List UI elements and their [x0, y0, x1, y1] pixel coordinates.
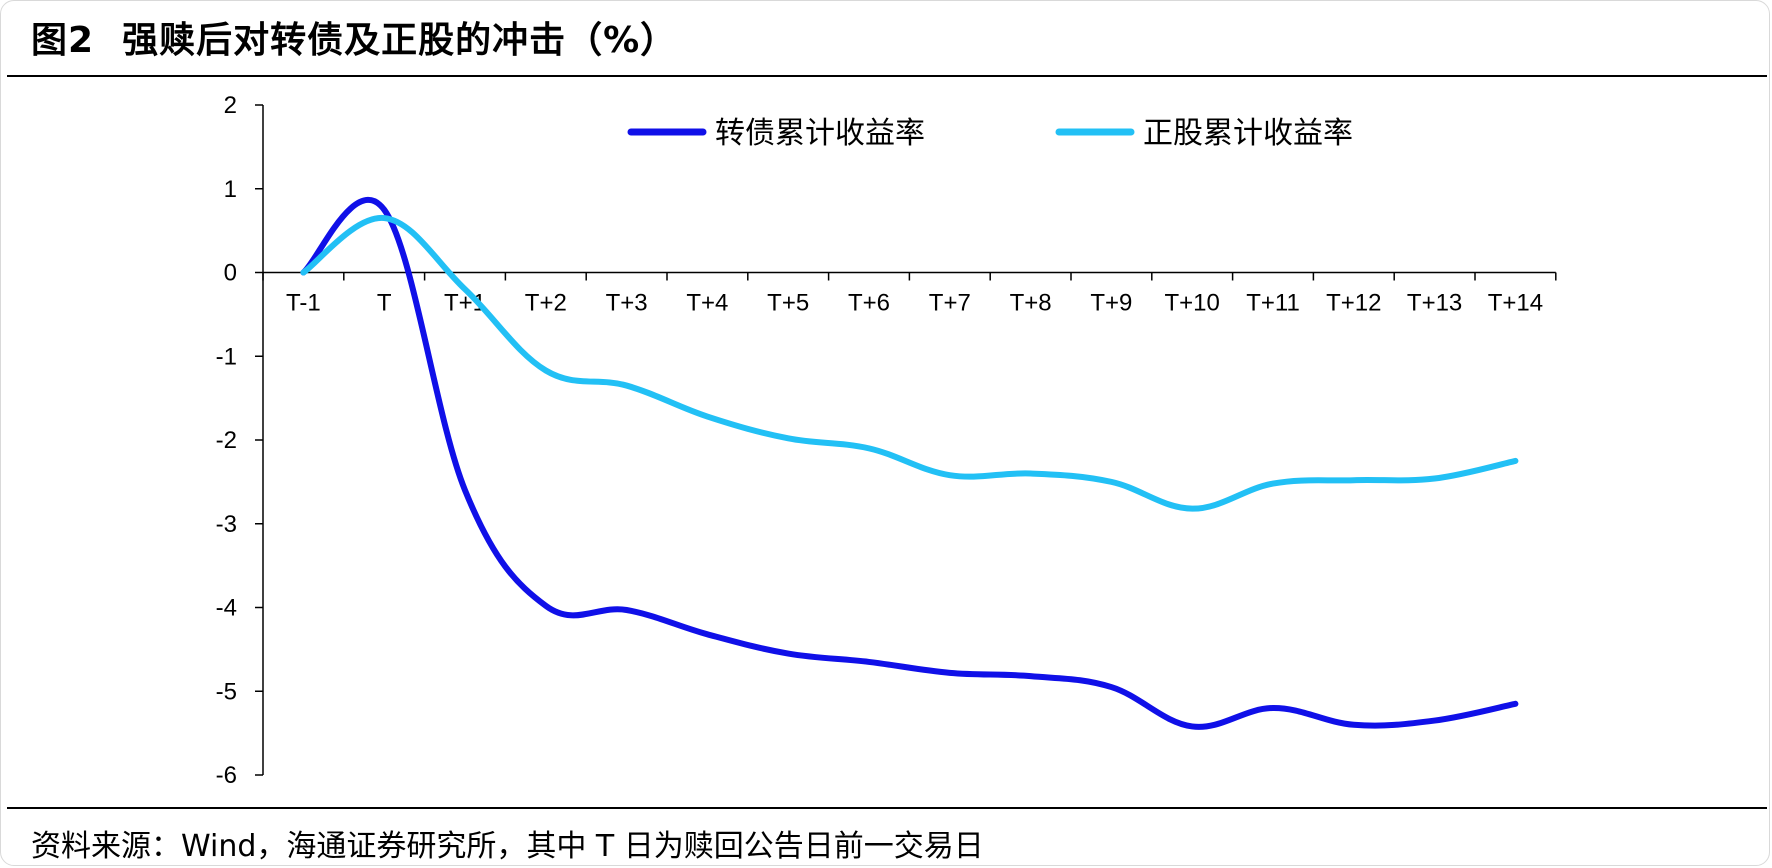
x-tick-label: T+14 — [1488, 290, 1543, 317]
x-tick-label: T+8 — [1010, 290, 1052, 317]
y-tick-label: -3 — [216, 511, 237, 538]
x-tick-label: T-1 — [286, 290, 321, 317]
x-tick-label: T+10 — [1165, 290, 1220, 317]
source-note: 资料来源：Wind，海通证券研究所，其中 T 日为赎回公告日前一交易日 — [31, 829, 984, 864]
y-tick-label: -1 — [216, 343, 237, 370]
legend: 转债累计收益率 正股累计收益率 — [627, 116, 1353, 151]
title-divider — [7, 75, 1767, 77]
y-tick-label: 0 — [224, 260, 237, 287]
x-tick-label: T+6 — [848, 290, 890, 317]
series-line-cb — [300, 197, 1519, 730]
source-divider — [7, 807, 1767, 809]
figure-number: 图2 — [31, 20, 95, 61]
x-tick-label: T — [377, 290, 392, 317]
x-tick-label: T+12 — [1326, 290, 1381, 317]
x-tick-label: T+9 — [1090, 290, 1132, 317]
x-tick-label: T+4 — [686, 290, 728, 317]
x-tick-label: T+7 — [929, 290, 971, 317]
series-line-stock — [300, 215, 1519, 512]
x-tick-label: T+3 — [606, 290, 648, 317]
y-tick-label: -2 — [216, 427, 237, 454]
legend-label: 转债累计收益率 — [715, 116, 925, 151]
y-tick-label: 1 — [224, 176, 237, 203]
legend-label: 正股累计收益率 — [1143, 116, 1353, 151]
y-axis: 2 1 0 -1 -2 -3 -4 -5 -6 — [216, 92, 264, 789]
x-tick-label: T+5 — [767, 290, 809, 317]
figure-title: 图2 强赎后对转债及正股的冲击（%） — [31, 11, 677, 63]
x-tick-label: T+2 — [525, 290, 567, 317]
y-tick-label: -6 — [216, 762, 237, 789]
y-tick-label: -4 — [216, 595, 237, 622]
series-lines — [300, 197, 1519, 730]
figure-title-text: 强赎后对转债及正股的冲击（%） — [122, 20, 678, 61]
y-tick-label: 2 — [224, 92, 237, 119]
x-axis: T-1 T T+1 T+2 T+3 T+4 T+5 T+6 T+7 T+8 T+9 T+10 T+11 T… — [262, 271, 1557, 317]
y-tick-label: -5 — [216, 678, 237, 705]
x-tick-label: T+13 — [1407, 290, 1462, 317]
x-tick-label: T+11 — [1246, 290, 1300, 317]
